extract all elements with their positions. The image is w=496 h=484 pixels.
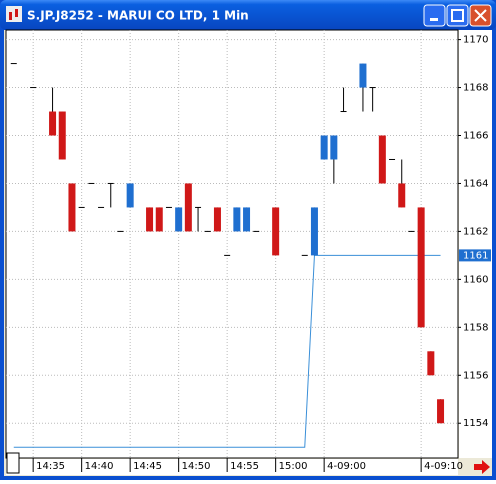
candle-body [417, 207, 425, 328]
scroll-box[interactable] [6, 452, 20, 474]
y-tick-label: 1168 [463, 83, 488, 94]
x-tick-label: 14:50 [182, 461, 211, 472]
close-icon [474, 9, 487, 22]
y-tick-label: 1164 [463, 178, 488, 189]
y-axis-panel [459, 30, 492, 458]
y-tick-label: 1154 [463, 418, 488, 429]
y-tick-label: 1170 [463, 35, 488, 46]
x-tick-label: 14:40 [85, 461, 114, 472]
candle-body [330, 135, 338, 160]
x-tick-label: 4-09:10 [424, 461, 463, 472]
candle-body [213, 207, 221, 232]
candle-body [359, 63, 367, 88]
candle-body [378, 135, 386, 184]
x-tick-label: 14:35 [36, 461, 65, 472]
x-tick-label: 14:55 [230, 461, 259, 472]
y-tick-label: 1162 [463, 226, 488, 237]
candle-body [233, 207, 241, 232]
minimize-icon [430, 18, 438, 21]
app-icon [6, 6, 22, 22]
candle-body [437, 399, 445, 424]
candle-body [175, 207, 183, 232]
candle-body [243, 207, 251, 232]
candle-body [427, 351, 435, 376]
reference-line [13, 254, 441, 448]
candle-body [155, 207, 163, 232]
maximize-icon [451, 9, 464, 22]
y-tick-label: 1166 [463, 131, 488, 142]
candle-body [58, 111, 66, 160]
last-price-box [459, 249, 491, 262]
x-tick-label: 14:45 [133, 461, 162, 472]
candle-body [398, 183, 406, 208]
x-tick-label: 4-09:00 [327, 461, 366, 472]
y-tick-label: 1160 [463, 274, 488, 285]
x-axis-panel [6, 459, 458, 475]
candle-body [184, 183, 192, 232]
candle-body [310, 207, 318, 256]
y-tick-label: 1156 [463, 370, 488, 381]
app-icon [15, 9, 18, 17]
candle-body [146, 207, 154, 232]
app-icon [9, 12, 12, 20]
y-tick-label: 1158 [463, 322, 488, 333]
x-tick-label: 15:00 [279, 461, 308, 472]
last-price-label: 1161 [463, 250, 488, 261]
window-title: S.JP.J8252 - MARUI CO LTD, 1 Min [27, 9, 249, 23]
minimize-button[interactable] [423, 4, 446, 27]
scroll-arrow[interactable] [474, 460, 490, 474]
candle-body [68, 183, 76, 232]
candle-body [126, 183, 134, 208]
candle-body [320, 135, 328, 160]
title-bar [0, 0, 496, 30]
candle-body [49, 111, 57, 136]
maximize-button[interactable] [446, 4, 469, 27]
plot-area [5, 29, 459, 459]
candle-body [272, 207, 280, 256]
